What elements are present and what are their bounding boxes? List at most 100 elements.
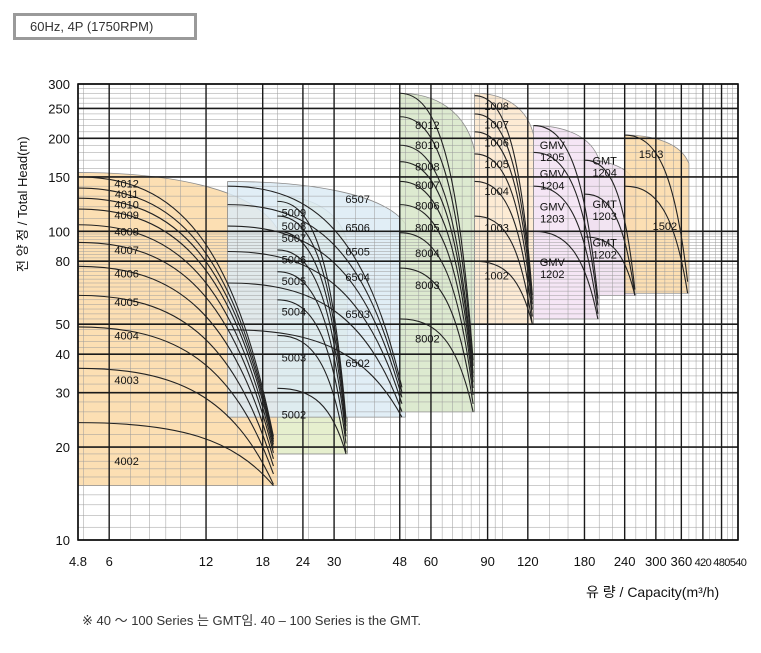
model-label-8007: 8007 xyxy=(415,180,439,192)
curve-5006 xyxy=(277,249,347,432)
operating-condition-badge: 60Hz, 4P (1750RPM) xyxy=(13,13,197,40)
y-tick-label: 80 xyxy=(56,254,70,269)
y-tick-label: 10 xyxy=(56,533,70,548)
y-tick-label: 100 xyxy=(48,224,70,239)
model-label-4011: 4011 xyxy=(115,189,139,201)
curve-4011 xyxy=(77,187,274,440)
model-label-6505: 6505 xyxy=(345,247,369,259)
model-label-4005: 4005 xyxy=(114,297,138,309)
y-tick-label: 250 xyxy=(48,101,70,116)
curve-GMT-1204 xyxy=(584,159,636,290)
curve-6505 xyxy=(227,225,403,398)
curve-4008 xyxy=(77,224,274,449)
model-label-GMT-1203: GMT 1203 xyxy=(592,199,617,223)
curve-4002 xyxy=(77,422,274,486)
curve-4005 xyxy=(77,294,274,467)
model-label-6503: 6503 xyxy=(345,309,369,321)
model-label-5008: 5008 xyxy=(282,221,306,233)
model-label-4008: 4008 xyxy=(114,226,138,238)
x-tick-label: 120 xyxy=(517,554,539,569)
pump-curves xyxy=(77,92,689,486)
curve-1005 xyxy=(474,153,533,310)
curve-GMT-1202 xyxy=(584,236,636,296)
curve-5004 xyxy=(277,299,347,444)
model-label-4002: 4002 xyxy=(114,456,138,468)
x-tick-label: 60 xyxy=(424,554,438,569)
model-label-1002: 1002 xyxy=(484,270,508,282)
curve-6507 xyxy=(227,185,403,388)
model-label-4012: 4012 xyxy=(114,178,138,190)
curve-8005 xyxy=(399,204,474,389)
x-tick-label: 540 xyxy=(730,557,747,569)
axis-ticks: 4.8 6 12 18 24 30 48 60 90 120 180 240 300 360 420 480 5… xyxy=(48,77,747,569)
model-label-4004: 4004 xyxy=(114,330,138,342)
model-label-6502: 6502 xyxy=(345,358,369,370)
model-label-6507: 6507 xyxy=(345,194,369,206)
curve-4003 xyxy=(77,367,274,485)
curve-4004 xyxy=(77,326,274,475)
curve-5002 xyxy=(277,387,347,455)
model-label-1502: 1502 xyxy=(653,221,677,233)
y-axis-title: 전 양 정 / Total Head(m) xyxy=(15,136,30,272)
x-tick-label: 420 xyxy=(695,557,712,569)
curve-4006 xyxy=(77,265,274,459)
x-tick-label: 360 xyxy=(670,554,692,569)
model-label-GMV-1202: GMV 1202 xyxy=(540,257,566,281)
model-label-5007: 5007 xyxy=(282,233,306,245)
plot-frame xyxy=(77,83,739,541)
curve-8007 xyxy=(399,161,474,378)
model-label-1503: 1503 xyxy=(639,149,663,161)
curve-6504 xyxy=(227,250,403,404)
y-tick-label: 30 xyxy=(56,386,70,401)
curve-5008 xyxy=(277,215,347,423)
x-tick-label: 30 xyxy=(327,554,341,569)
curve-6503 xyxy=(227,282,403,412)
y-tick-label: 50 xyxy=(56,317,70,332)
model-label-5003: 5003 xyxy=(282,353,306,365)
curve-5003 xyxy=(277,334,347,453)
x-axis-title: 유 량 / Capacity(m³/h) xyxy=(586,584,720,600)
curve-1007 xyxy=(474,113,533,300)
curve-5005 xyxy=(277,271,347,437)
y-tick-label: 300 xyxy=(48,77,70,92)
model-label-1003: 1003 xyxy=(484,222,508,234)
model-label-GMT-1204: GMT 1204 xyxy=(592,156,617,180)
model-label-8006: 8006 xyxy=(415,201,439,213)
model-label-4003: 4003 xyxy=(114,375,138,387)
model-label-4009: 4009 xyxy=(114,210,138,222)
x-tick-label: 4.8 xyxy=(69,554,87,569)
y-tick-label: 20 xyxy=(56,440,70,455)
x-tick-label: 18 xyxy=(255,554,269,569)
model-label-GMV-1203: GMV 1203 xyxy=(540,202,566,226)
model-label-6506: 6506 xyxy=(345,222,369,234)
footnote: ※ 40 ～ 100 Series 는 GMT임. 40 – 100 Serie… xyxy=(82,613,421,628)
curve-1006 xyxy=(474,131,533,305)
model-label-1007: 1007 xyxy=(484,119,508,131)
model-label-1004: 1004 xyxy=(484,186,508,198)
model-label-1008: 1008 xyxy=(484,101,508,113)
model-label-5004: 5004 xyxy=(282,306,306,318)
curve-8002 xyxy=(399,318,474,413)
model-label-1006: 1006 xyxy=(484,137,508,149)
y-tick-label: 40 xyxy=(56,347,70,362)
x-tick-label: 90 xyxy=(480,554,494,569)
x-tick-label: 480 xyxy=(713,557,730,569)
curve-5009 xyxy=(277,200,347,419)
x-tick-label: 240 xyxy=(614,554,636,569)
model-label-8005: 8005 xyxy=(415,222,439,234)
curve-4009 xyxy=(77,208,274,445)
model-label-8010: 8010 xyxy=(415,140,439,152)
curve-1503 xyxy=(624,134,689,282)
model-label-5002: 5002 xyxy=(282,409,306,421)
y-tick-label: 200 xyxy=(48,131,70,146)
model-label-8004: 8004 xyxy=(415,248,439,260)
curve-8004 xyxy=(399,232,474,396)
model-label-8012: 8012 xyxy=(415,120,439,132)
x-tick-label: 12 xyxy=(199,554,213,569)
model-label-5006: 5006 xyxy=(282,255,306,267)
curve-GMV-1204 xyxy=(533,151,599,306)
curve-GMT-1203 xyxy=(584,193,636,296)
curve-6502 xyxy=(227,329,403,418)
curve-GMV-1203 xyxy=(533,185,599,314)
